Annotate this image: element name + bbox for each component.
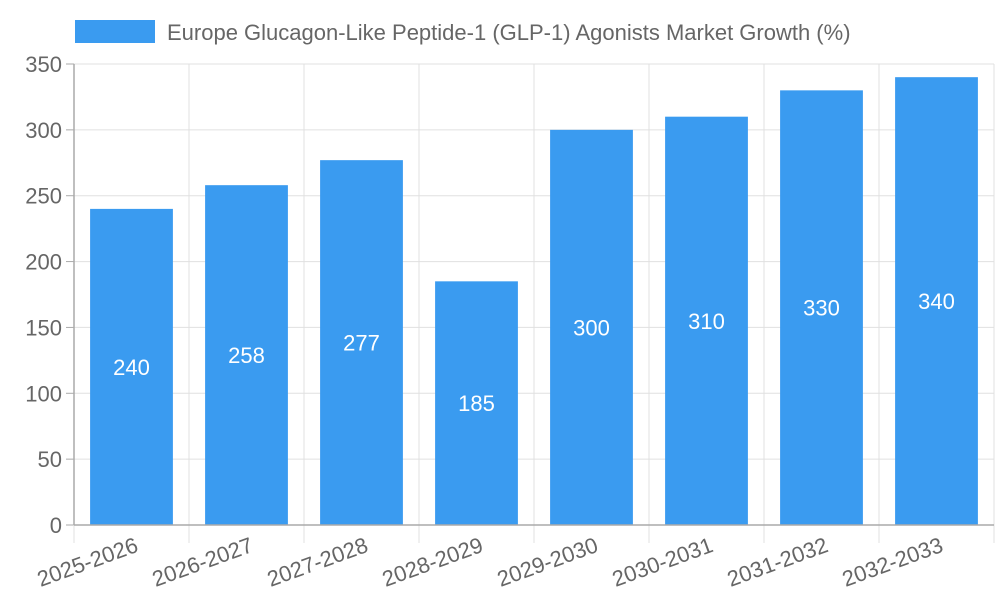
data-label: 258 — [228, 343, 265, 368]
legend-swatch — [75, 20, 155, 43]
axes — [66, 63, 995, 543]
bar — [205, 185, 288, 526]
data-label: 330 — [803, 296, 840, 321]
bar — [435, 281, 518, 525]
x-tick-label: 2025-2026 — [34, 532, 141, 591]
y-tick-label: 100 — [25, 381, 62, 406]
bar — [780, 90, 863, 525]
x-tick-label: 2028-2029 — [379, 532, 486, 591]
data-label: 240 — [113, 355, 150, 380]
data-label: 185 — [458, 391, 495, 416]
bar — [665, 116, 748, 525]
x-tick-label: 2029-2030 — [494, 532, 601, 591]
data-labels: 240 258 277 185 300 310 330 340 — [113, 289, 955, 416]
bar — [90, 208, 173, 525]
y-tick-label: 200 — [25, 250, 62, 275]
data-label: 277 — [343, 331, 380, 356]
y-tick-label: 0 — [50, 513, 62, 538]
y-tick-label: 150 — [25, 315, 62, 340]
data-label: 340 — [918, 289, 955, 314]
bars — [90, 77, 978, 526]
y-tick-label: 50 — [38, 447, 62, 472]
bar — [320, 160, 403, 525]
x-axis-labels: 2025-2026 2026-2027 2027-2028 2028-2029 2029… — [34, 532, 946, 591]
y-tick-label: 300 — [25, 118, 62, 143]
x-tick-label: 2031-2032 — [724, 532, 831, 591]
y-tick-label: 250 — [25, 184, 62, 209]
data-label: 310 — [688, 309, 725, 334]
bar — [895, 77, 978, 526]
x-tick-label: 2032-2033 — [839, 532, 946, 591]
data-label: 300 — [573, 315, 610, 340]
x-tick-label: 2030-2031 — [609, 532, 716, 591]
bar — [550, 129, 633, 525]
legend: Europe Glucagon-Like Peptide-1 (GLP-1) A… — [75, 20, 851, 45]
x-tick-label: 2027-2028 — [264, 532, 371, 591]
legend-label: Europe Glucagon-Like Peptide-1 (GLP-1) A… — [167, 20, 851, 45]
y-axis-labels: 0 50 100 150 200 250 300 350 — [25, 52, 62, 538]
x-tick-label: 2026-2027 — [149, 532, 256, 591]
y-tick-label: 350 — [25, 52, 62, 77]
